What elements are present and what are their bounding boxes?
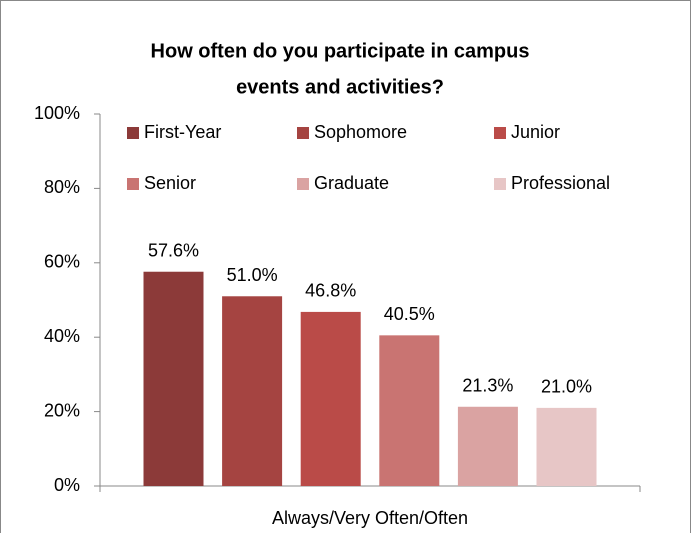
legend-swatch [127,178,139,190]
legend-swatch [297,178,309,190]
legend-label: Senior [144,173,196,193]
legend-swatch [127,127,139,139]
data-label: 21.0% [541,377,592,397]
legend-label: Sophomore [314,122,407,142]
data-label: 21.3% [462,376,513,396]
data-label: 51.0% [227,265,278,285]
bar [300,311,361,486]
y-tick-label: 80% [44,177,80,197]
bar [379,335,440,486]
y-tick-label: 100% [34,103,80,123]
legend-label: Graduate [314,173,389,193]
legend-swatch [297,127,309,139]
legend-swatch [494,127,506,139]
chart-title: How often do you participate in campus [151,40,530,62]
y-tick-label: 20% [44,400,80,420]
legend-label: Junior [511,122,560,142]
y-tick-label: 60% [44,252,80,272]
data-label: 57.6% [148,240,199,260]
legend-label: Professional [511,173,610,193]
bar [143,271,204,486]
bar [536,407,597,486]
data-label: 46.8% [305,281,356,301]
chart-title: events and activities? [236,76,444,98]
data-label: 40.5% [384,304,435,324]
y-tick-label: 40% [44,326,80,346]
bar [457,406,518,486]
legend-label: First-Year [144,122,221,142]
bar [222,296,283,486]
y-tick-label: 0% [54,475,80,495]
legend-swatch [494,178,506,190]
x-tick-label: Always/Very Often/Often [272,508,468,528]
